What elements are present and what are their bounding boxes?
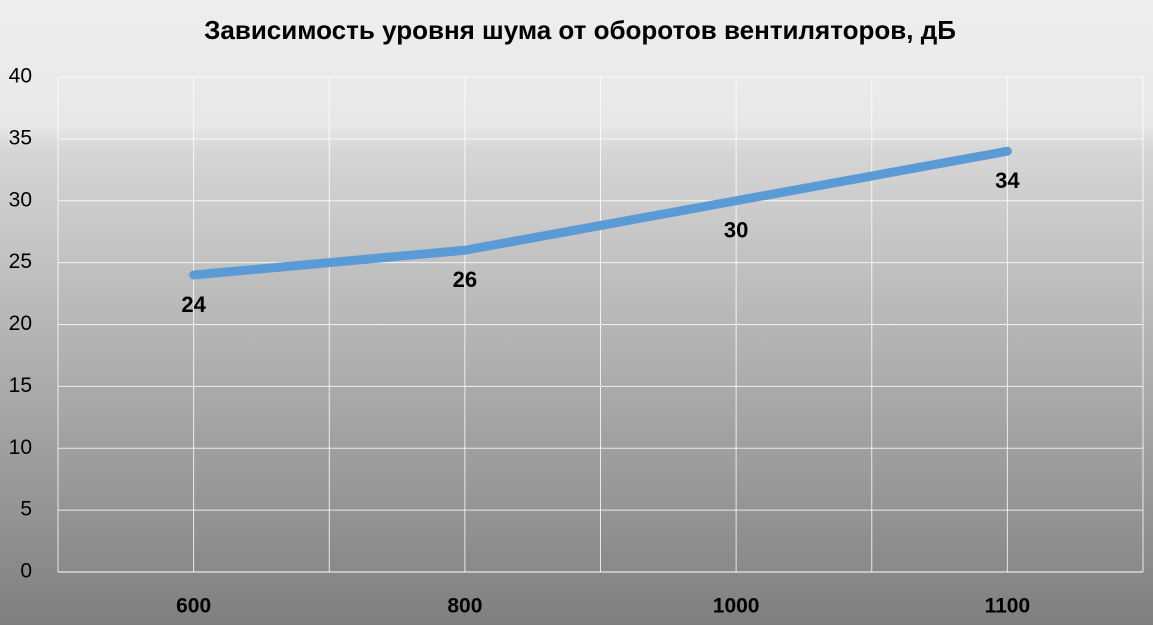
y-tick-label: 35 xyxy=(9,126,32,149)
data-label: 24 xyxy=(181,292,206,317)
y-tick-label: 40 xyxy=(9,65,32,88)
line xyxy=(189,146,1012,280)
x-tick-label: 800 xyxy=(447,595,482,618)
y-tick-label: 25 xyxy=(9,250,32,273)
data-label: 34 xyxy=(995,168,1020,193)
x-tick-label: 600 xyxy=(176,595,211,618)
chart-title: Зависимость уровня шума от оборотов вент… xyxy=(204,15,956,45)
y-tick-label: 5 xyxy=(20,498,32,521)
y-tick-label: 0 xyxy=(20,560,32,583)
x-tick-label: 1100 xyxy=(985,595,1031,618)
y-tick-label: 20 xyxy=(9,312,32,335)
y-tick-label: 10 xyxy=(9,436,32,459)
data-label: 26 xyxy=(453,267,477,292)
y-tick-label: 15 xyxy=(9,374,32,397)
data-label: 30 xyxy=(724,218,748,243)
y-tick-label: 30 xyxy=(9,188,32,211)
x-tick-label: 1000 xyxy=(713,595,760,618)
